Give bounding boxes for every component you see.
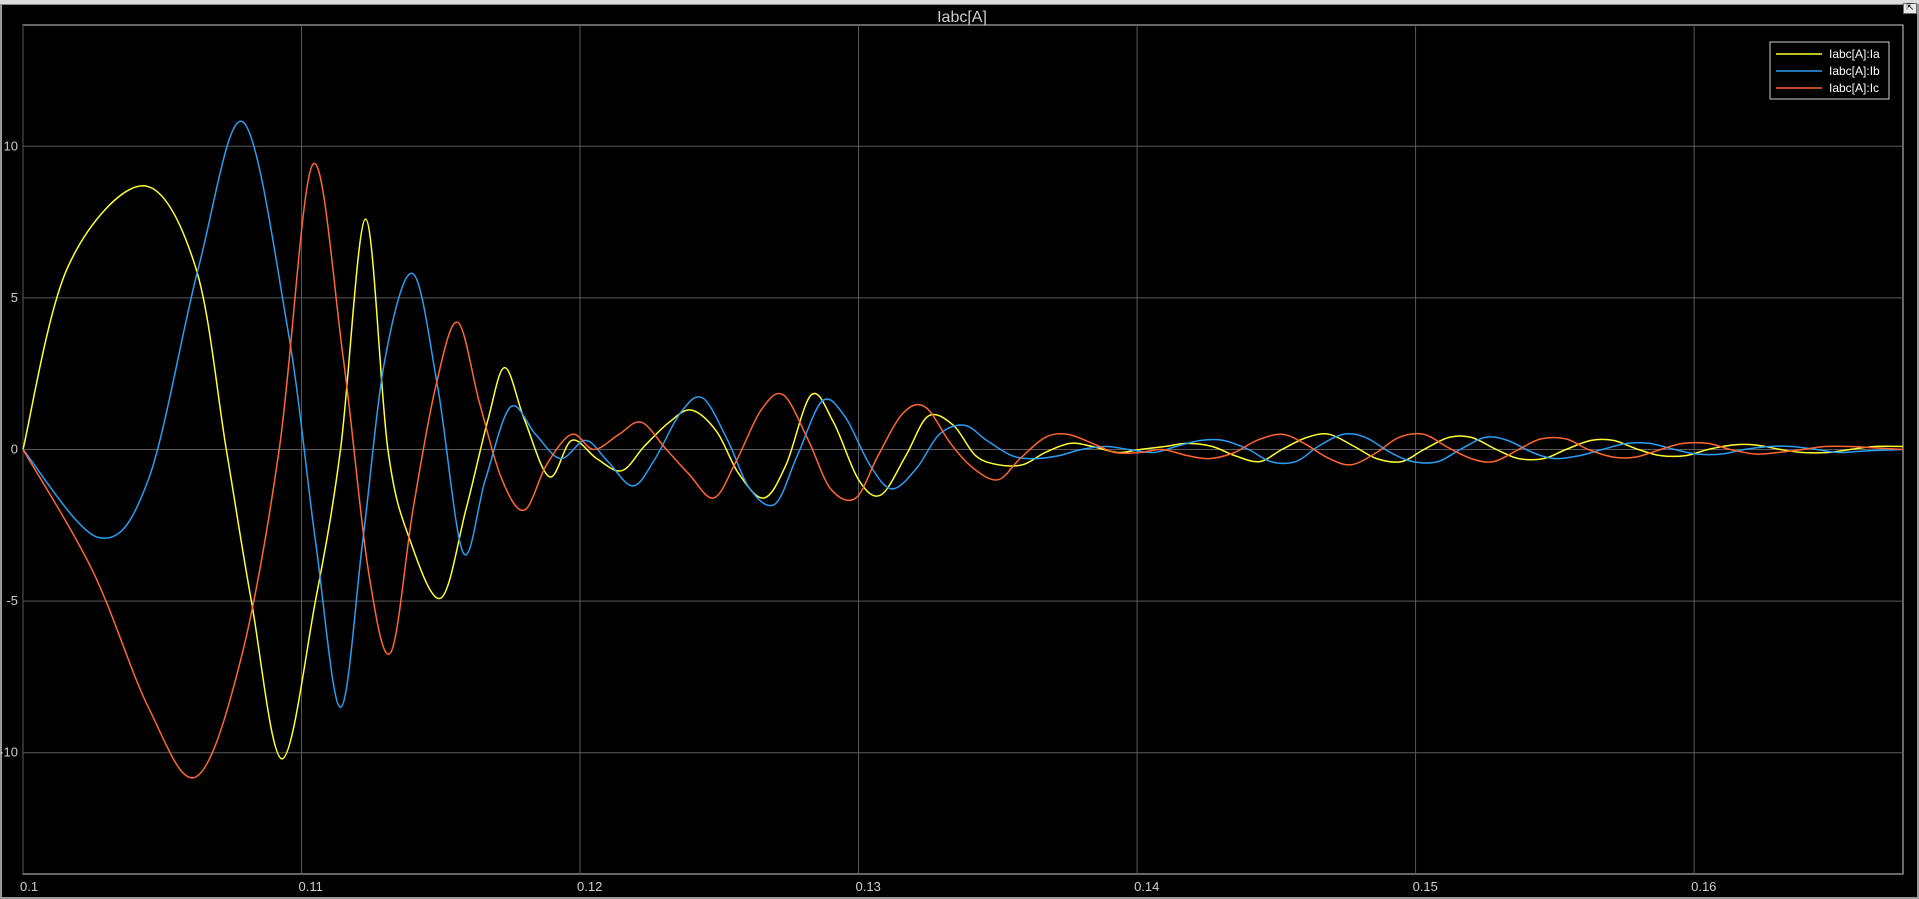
series-line-ic: [22, 162, 1904, 779]
legend: Iabc[A]:Ia Iabc[A]:Ib Iabc[A]:Ic: [1769, 41, 1890, 100]
window-top-bar: [0, 0, 1919, 5]
series-line-ia: [22, 184, 1904, 760]
y-tick-label: 5: [11, 290, 18, 305]
y-tick-label: 10: [4, 138, 18, 153]
series-lines: [22, 120, 1904, 779]
x-tick-label: 0.14: [1134, 879, 1159, 894]
series-line-ib: [22, 120, 1904, 708]
y-tick-label: -10: [0, 745, 18, 760]
x-tick-label: 0.1: [20, 879, 38, 894]
tick-labels: 0.1 0.11 0.12 0.13 0.14 0.15 0.16 -10 -5 0 5 10: [0, 138, 1716, 894]
x-tick-label: 0.13: [856, 879, 881, 894]
y-tick-label: -5: [6, 593, 18, 608]
y-tick-label: 0: [11, 442, 18, 457]
x-tick-label: 0.12: [577, 879, 602, 894]
x-tick-label: 0.15: [1413, 879, 1438, 894]
chart-title: Iabc[A]: [937, 9, 987, 26]
legend-label-ic: Iabc[A]:Ic: [1829, 81, 1879, 95]
legend-label-ia: Iabc[A]:Ia: [1829, 47, 1880, 61]
plot-frame: [0, 5, 1919, 899]
x-tick-label: 0.16: [1691, 879, 1716, 894]
x-tick-label: 0.11: [299, 879, 323, 894]
legend-label-ib: Iabc[A]:Ib: [1829, 64, 1880, 78]
undock-icon[interactable]: ⇱: [1903, 3, 1917, 14]
